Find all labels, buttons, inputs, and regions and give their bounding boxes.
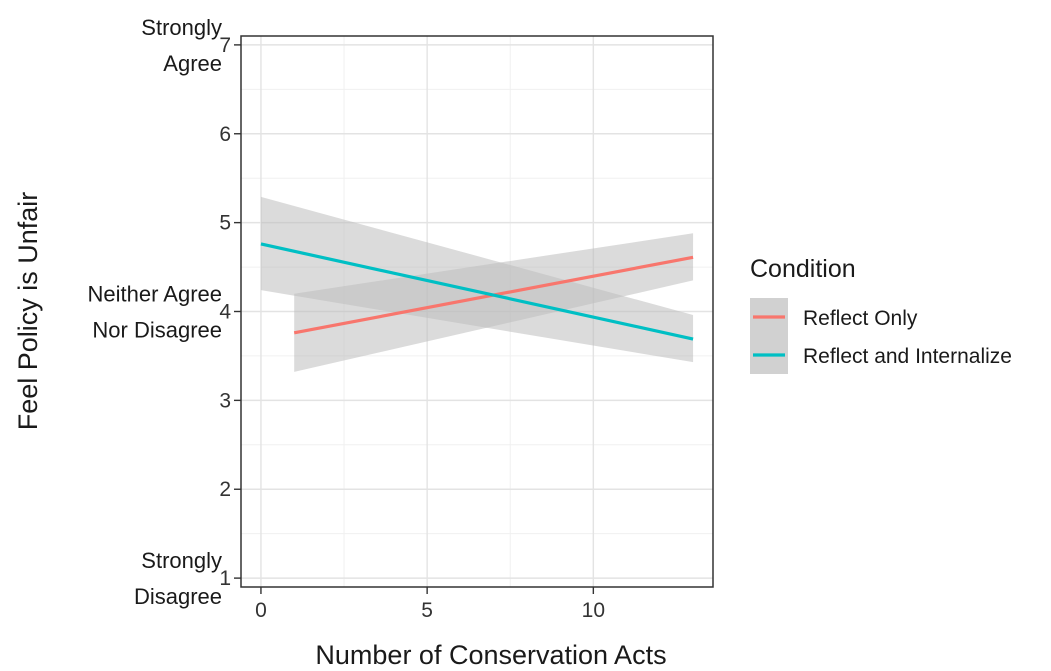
regression-lines [260,242,694,341]
y-anchor-label: Nor Disagree [92,318,222,343]
x-tick-label: 5 [421,599,433,622]
y-tick-label: 2 [219,478,231,501]
y-tick-label: 3 [219,389,231,412]
y-anchor-label: Disagree [134,584,222,609]
y-anchor-label: Neither Agree [87,282,222,307]
y-tick-label: 6 [219,123,231,146]
y-axis-title: Feel Policy is Unfair [13,192,43,431]
x-axis-title: Number of Conservation Acts [315,640,666,670]
x-tick-label: 10 [582,599,605,622]
legend-title: Condition [750,255,856,283]
y-tick-label: 1 [219,567,231,590]
axis-ticks: 0 5 10 1 2 3 4 5 6 7 [219,34,605,622]
confidence-ribbons [260,196,694,372]
y-tick-label: 5 [219,212,231,235]
y-anchor-label: Strongly [141,15,222,40]
legend-label: Reflect Only [803,307,918,330]
series-line-2 [260,242,694,341]
y-tick-label: 7 [219,34,231,57]
legend: Condition Reflect Only Reflect and Intern… [750,255,1012,374]
confidence-ribbon-2 [260,196,694,363]
legend-label: Reflect and Internalize [803,345,1012,368]
y-tick-label: 4 [219,301,231,324]
y-anchor-label: Agree [163,51,222,76]
x-tick-label: 0 [255,599,267,622]
y-anchor-labels: Strongly Agree Neither Agree Nor Disagree St… [87,15,222,609]
y-anchor-label: Strongly [141,548,222,573]
